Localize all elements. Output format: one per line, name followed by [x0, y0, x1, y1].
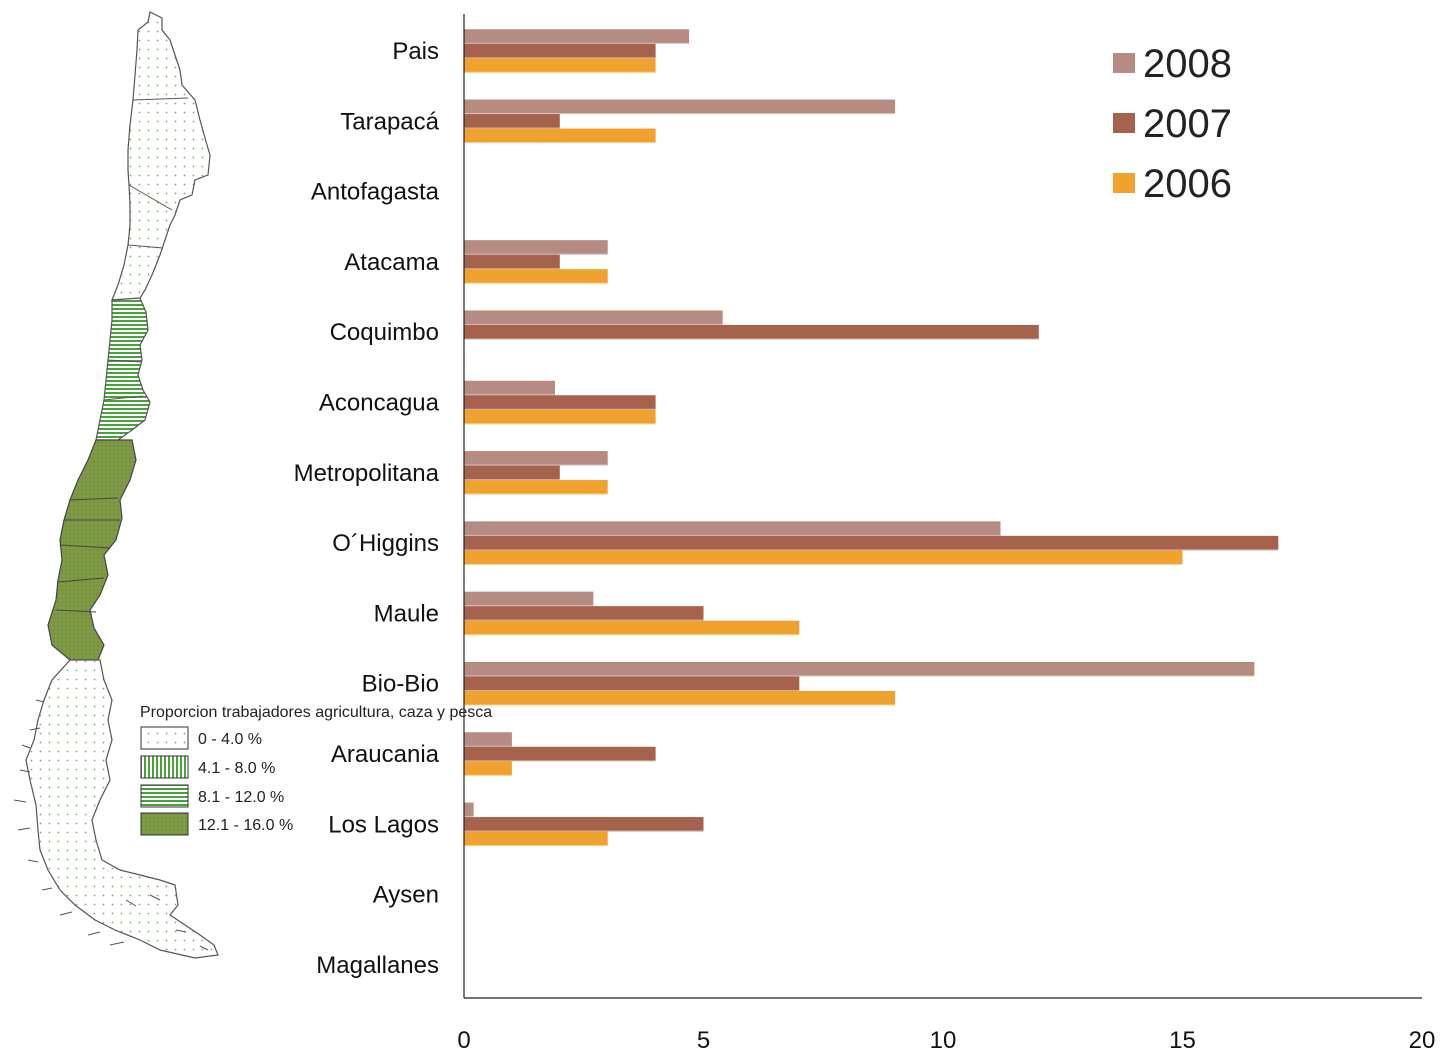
category-labels: Pais Tarapacá Antofagasta Atacama Coquimbo Ac…	[294, 38, 440, 979]
bar-2007	[464, 395, 656, 410]
map-legend-title: Proporcion trabajadores agricultura, caz…	[140, 704, 492, 721]
map-region-south	[25, 659, 219, 959]
bar-2006	[464, 761, 512, 776]
map-legend-item: 12.1 - 16.0 %	[140, 812, 293, 836]
bar-2006	[464, 58, 656, 73]
category-label: Magallanes	[316, 952, 439, 979]
bar-2008	[464, 99, 896, 115]
category-label: Metropolitana	[294, 460, 440, 487]
category-label: Maule	[374, 600, 439, 627]
bar-2006	[464, 550, 1183, 565]
legend-swatch-2006	[1113, 173, 1135, 193]
bar-2006	[464, 128, 656, 144]
map-legend: Proporcion trabajadores agricultura, caz…	[140, 704, 492, 836]
bar-2007	[464, 114, 560, 129]
bar-2008	[464, 661, 1255, 677]
bar-2006	[464, 831, 608, 847]
bar-2006	[464, 690, 896, 706]
category-label: Los Lagos	[328, 811, 439, 838]
map-legend-label: 4.1 - 8.0 %	[198, 760, 275, 777]
chile-map	[13, 11, 219, 959]
bar-2008	[464, 451, 608, 466]
legend-label: 2008	[1143, 42, 1232, 86]
map-inner-borders-central	[103, 359, 144, 401]
bar-2006	[464, 480, 608, 495]
map-inner-borders-south	[55, 497, 120, 613]
x-tick-label: 5	[697, 1027, 710, 1054]
category-label: Bio-Bio	[362, 671, 439, 698]
map-legend-swatch-vlines	[140, 755, 189, 779]
chart-legend: 2008 2007 2006	[1113, 42, 1232, 206]
bar-2008	[464, 591, 594, 607]
category-label: Araucania	[331, 741, 440, 768]
category-label: Atacama	[344, 249, 439, 276]
map-region-central	[95, 297, 151, 441]
bar-2007	[464, 676, 800, 691]
legend-label: 2007	[1143, 102, 1232, 146]
legend-swatch-2008	[1113, 53, 1135, 73]
map-legend-item: 0 - 4.0 %	[140, 726, 262, 750]
bar-2007	[464, 254, 560, 270]
map-legend-label: 12.1 - 16.0 %	[198, 817, 293, 834]
x-tick-label: 15	[1169, 1027, 1196, 1054]
map-inner-borders-north	[127, 97, 189, 249]
map-coast-detail	[13, 699, 209, 951]
map-region-south-central	[47, 439, 137, 661]
map-legend-item: 8.1 - 12.0 %	[140, 784, 284, 808]
bar-2006	[464, 620, 800, 636]
map-legend-swatch-solid	[140, 812, 189, 836]
map-legend-swatch-dots	[140, 726, 189, 750]
category-label: Aysen	[373, 882, 439, 909]
x-tick-label: 20	[1409, 1027, 1436, 1054]
bar-2008	[464, 310, 723, 325]
category-label: Pais	[392, 38, 439, 65]
bar-2008	[464, 29, 690, 44]
x-tick-labels: 0 5 10 15 20	[457, 1027, 1435, 1054]
bar-2007	[464, 465, 560, 481]
bar-2008	[464, 380, 556, 396]
bar-2006	[464, 269, 608, 284]
bar-2007	[464, 324, 1039, 340]
category-label: Tarapacá	[340, 108, 439, 135]
legend-swatch-2007	[1113, 113, 1135, 133]
axes	[463, 14, 1422, 999]
map-legend-label: 8.1 - 12.0 %	[198, 789, 284, 806]
category-label: O´Higgins	[332, 530, 439, 557]
category-label: Coquimbo	[330, 319, 439, 346]
category-label: Antofagasta	[311, 179, 440, 206]
bar-2008	[464, 802, 474, 818]
bar-2008	[464, 521, 1001, 536]
map-legend-swatch-hlines	[140, 784, 189, 808]
bar-2007	[464, 43, 656, 59]
bar-2008	[464, 240, 608, 255]
map-legend-item: 4.1 - 8.0 %	[140, 755, 275, 779]
bar-layer	[464, 29, 1279, 847]
map-region-north	[111, 11, 211, 301]
bar-2006	[464, 409, 656, 425]
bar-2007	[464, 746, 656, 762]
legend-label: 2006	[1143, 162, 1232, 206]
bar-2008	[464, 732, 512, 747]
bar-2007	[464, 535, 1279, 551]
x-tick-label: 0	[457, 1027, 470, 1054]
category-label: Aconcagua	[319, 390, 440, 417]
bar-2007	[464, 606, 704, 621]
x-tick-label: 10	[930, 1027, 957, 1054]
map-legend-label: 0 - 4.0 %	[198, 731, 262, 748]
bar-2007	[464, 817, 704, 832]
